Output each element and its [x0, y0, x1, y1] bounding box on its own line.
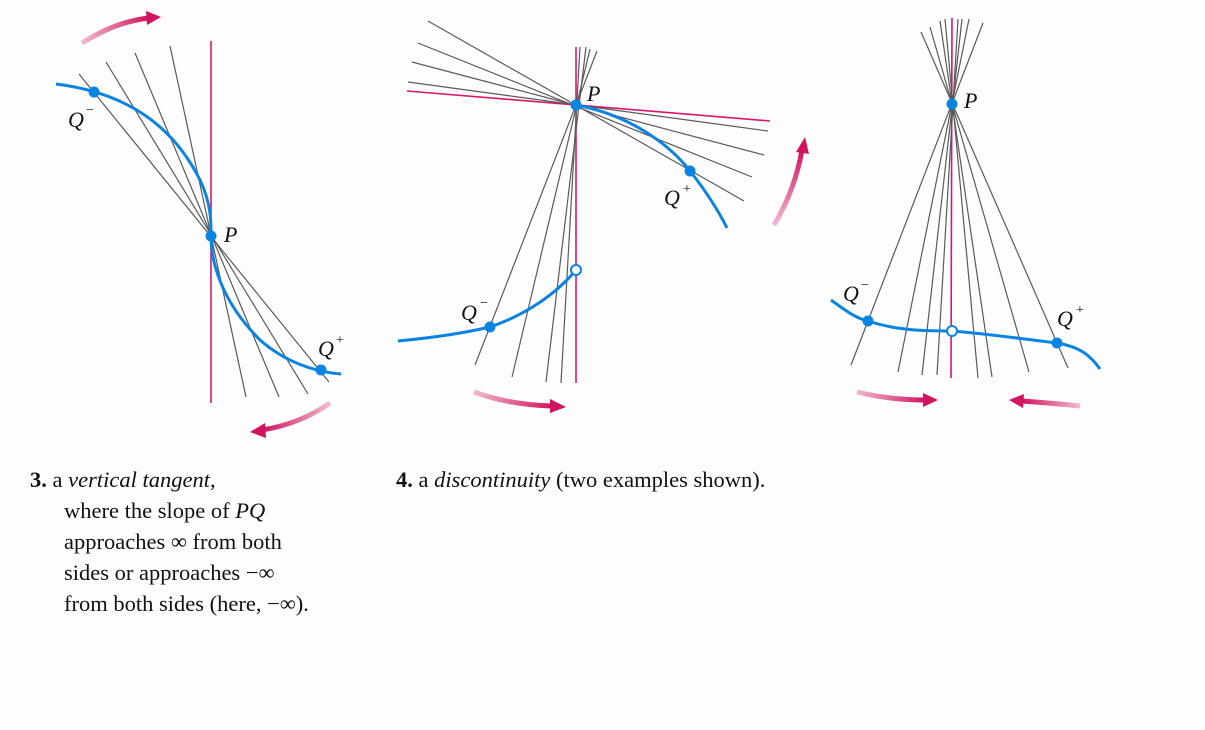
caption-text: (two examples shown). — [550, 467, 766, 492]
secant-line — [105, 61, 309, 395]
label-q: Q — [1057, 306, 1073, 331]
arrowhead-icon — [250, 423, 266, 438]
caption-line: where the slope of PQ — [30, 495, 309, 526]
caption-line: approaches ∞ from both — [64, 529, 282, 554]
secant-line — [850, 22, 984, 366]
caption-text: , — [209, 467, 216, 492]
point-p — [570, 99, 582, 111]
rotation-arrow — [80, 15, 149, 46]
label-p: P — [586, 81, 600, 106]
secant-line — [920, 31, 1069, 369]
secant-line — [417, 42, 753, 178]
panel-discontinuity-removable: P Q − Q + — [830, 17, 1102, 409]
label-q: Q — [461, 300, 477, 325]
caption-number: 3. — [30, 467, 47, 492]
secant-line — [134, 52, 280, 398]
point-q-minus — [88, 86, 100, 98]
secant-line — [944, 18, 979, 379]
caption-line: sides or approaches −∞ — [64, 560, 275, 585]
caption-text: a — [418, 467, 435, 492]
point-q-minus — [862, 315, 874, 327]
arrowhead-icon — [923, 393, 938, 407]
point-q-minus — [484, 321, 496, 333]
secant-line — [929, 26, 1030, 373]
rotation-arrow — [261, 400, 332, 433]
point-q-plus — [1051, 337, 1063, 349]
arrowhead-icon — [1009, 394, 1024, 408]
secant-line — [921, 18, 963, 376]
label-q: Q — [68, 107, 84, 132]
point-q-plus — [684, 165, 696, 177]
open-point — [570, 264, 582, 276]
label-p: P — [963, 88, 977, 113]
point-p — [946, 98, 958, 110]
arrowhead-icon — [550, 399, 566, 413]
label-q: Q — [318, 336, 334, 361]
rotation-arrow — [771, 149, 805, 227]
label-plus: + — [336, 333, 344, 348]
caption-vertical-tangent: 3. a vertical tangent, where the slope o… — [30, 464, 309, 619]
panel-vertical-tangent: Q − P Q + — [55, 11, 344, 438]
secant-line — [560, 46, 581, 384]
caption-term: PQ — [235, 498, 266, 523]
arrowhead-icon — [146, 11, 161, 25]
rotation-arrow — [473, 389, 553, 409]
caption-text: where the slope of — [64, 498, 236, 523]
arrowhead-icon — [796, 137, 809, 154]
label-plus: + — [1076, 303, 1084, 318]
caption-line: from both sides (here, −∞). — [64, 591, 309, 616]
caption-term: discontinuity — [434, 467, 551, 492]
vertical-limit-line — [950, 17, 953, 379]
secant-line — [936, 18, 959, 376]
curve-right-branch — [575, 103, 729, 229]
secant-line — [897, 18, 970, 373]
panel-discontinuity-jump: P Q + Q − — [397, 20, 809, 413]
approach-arrow — [1021, 398, 1081, 409]
point-q-plus — [315, 364, 327, 376]
caption-number: 4. — [396, 467, 413, 492]
secant-line — [78, 73, 330, 383]
label-minus: − — [86, 103, 94, 118]
label-q: Q — [843, 281, 859, 306]
caption-discontinuity: 4. a discontinuity (two examples shown). — [396, 464, 765, 495]
curve — [55, 82, 342, 376]
label-plus: + — [683, 182, 691, 197]
caption-term: vertical tangent — [68, 467, 210, 492]
secant-line — [169, 45, 247, 398]
label-p: P — [223, 222, 237, 247]
label-minus: − — [480, 296, 488, 311]
point-p — [205, 230, 217, 242]
label-q: Q — [664, 185, 680, 210]
caption-text: a — [52, 467, 69, 492]
secant-line — [939, 20, 993, 378]
approach-arrow — [856, 389, 926, 403]
label-minus: − — [861, 278, 869, 293]
open-point — [946, 325, 958, 337]
